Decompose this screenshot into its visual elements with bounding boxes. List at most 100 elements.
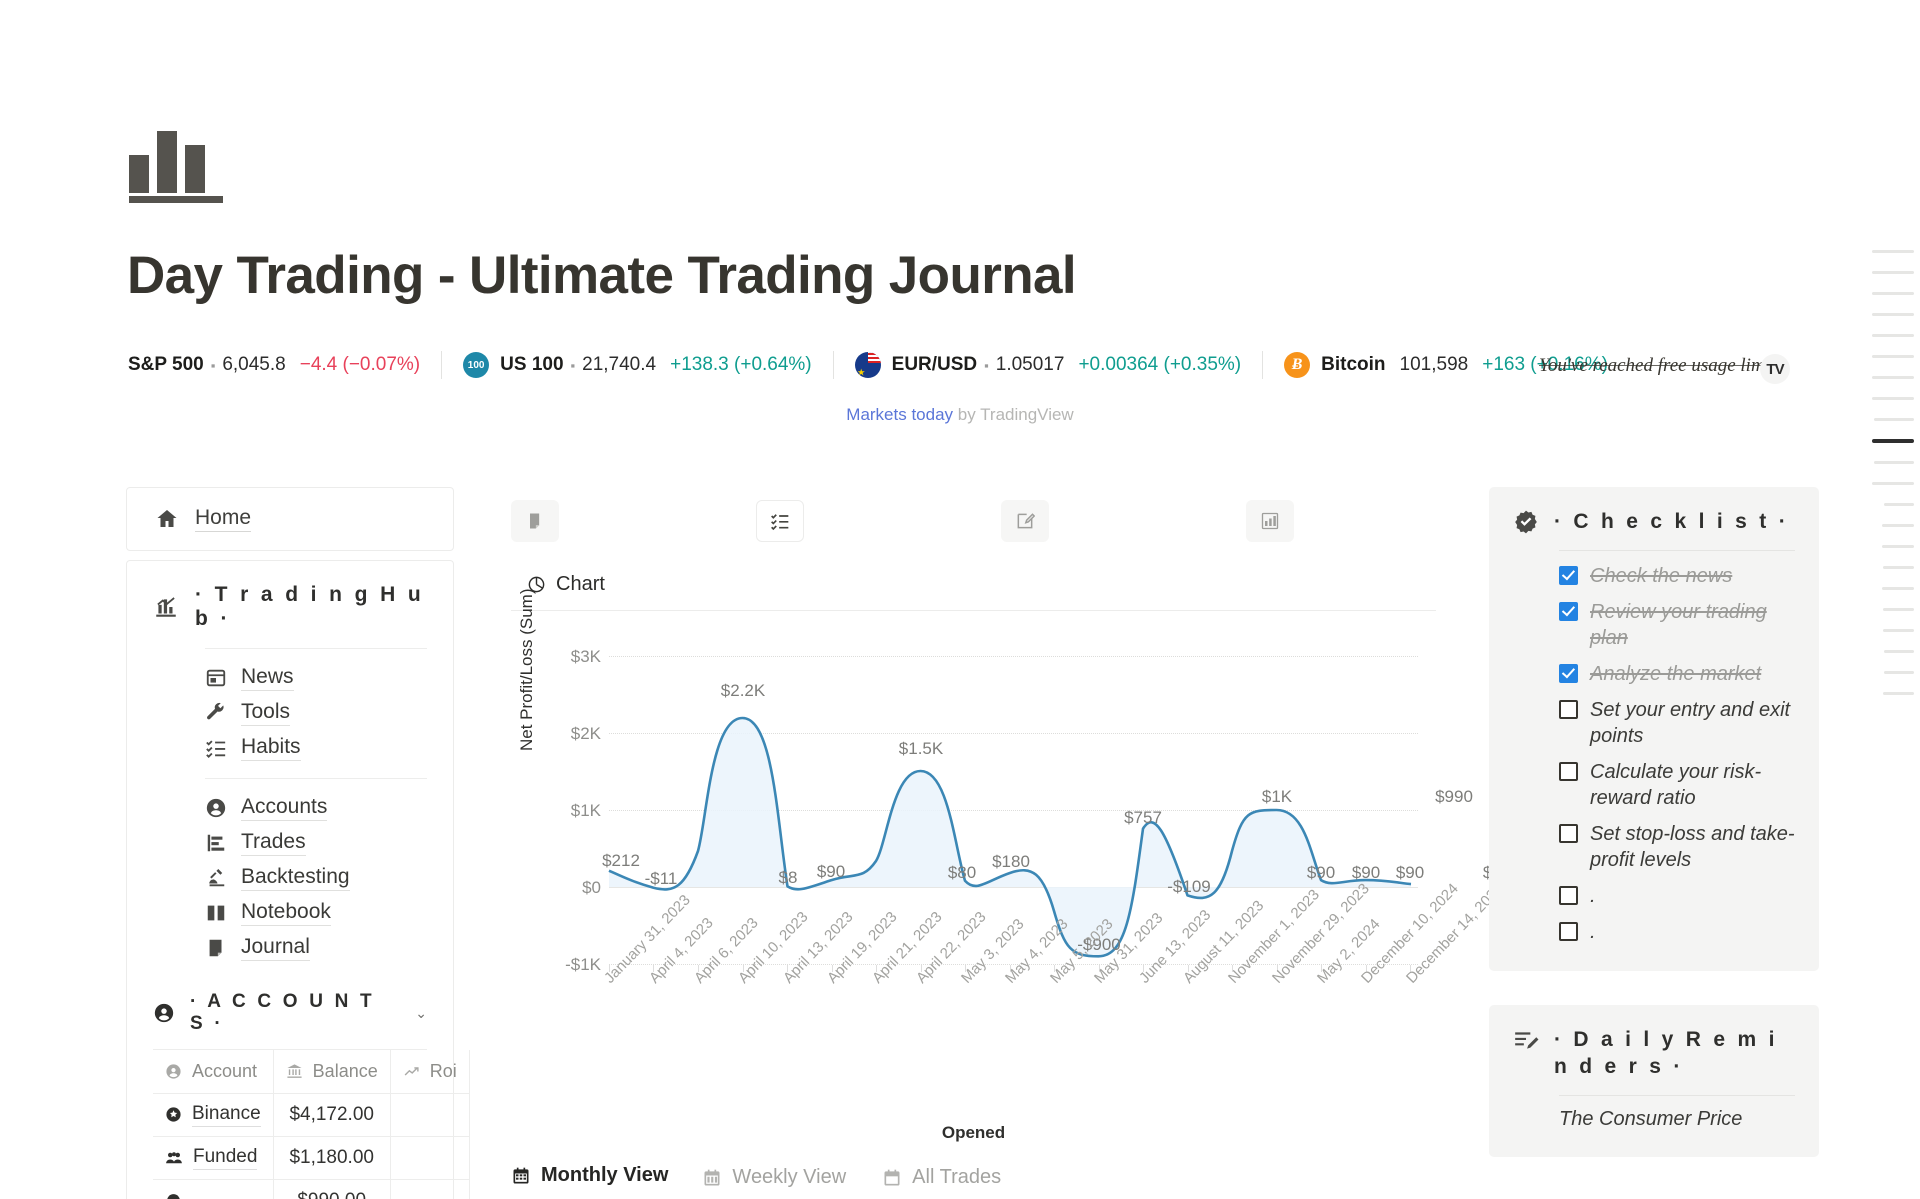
checkbox-unchecked-icon[interactable] xyxy=(1559,823,1578,843)
column-label: Roi xyxy=(429,1060,457,1081)
checkbox-unchecked-icon[interactable] xyxy=(1559,921,1578,941)
cell-balance[interactable]: $1,180.00 xyxy=(273,1136,391,1180)
sidebar-item-accounts[interactable]: Accounts xyxy=(205,795,427,821)
sidebar-item-journal[interactable]: Journal xyxy=(205,935,427,961)
trading-hub-card: · T r a d i n g H u b · News Tools xyxy=(126,560,470,1199)
cell-balance[interactable]: $4,172.00 xyxy=(273,1093,391,1137)
tradingview-badge[interactable]: TV xyxy=(1760,354,1790,384)
calendar-month-icon xyxy=(511,1166,531,1186)
divider xyxy=(441,351,443,379)
checklist-item[interactable]: Set your entry and exit points xyxy=(1559,697,1795,749)
checklist-items: Check the news Review your trading plan … xyxy=(1559,563,1795,945)
cell-roi[interactable] xyxy=(390,1093,470,1137)
checklist-item-label: Review your trading plan xyxy=(1590,600,1767,649)
checklist-item-label: . xyxy=(1590,920,1596,943)
reminders-title: · D a i l y R e m i n d e r s · xyxy=(1554,1027,1778,1078)
series-line xyxy=(608,716,1412,958)
sidebar-item-label: Journal xyxy=(241,935,310,961)
table-row[interactable]: $990.00 xyxy=(153,1179,470,1199)
chevron-down-icon[interactable]: ⌄ xyxy=(415,1004,427,1021)
table-row[interactable]: Binance $4,172.00 xyxy=(153,1093,470,1137)
checklist-item[interactable]: Review your trading plan xyxy=(1559,599,1795,651)
usage-limit-warning: You've reached free usage limit ! xyxy=(1539,355,1787,376)
hub-nav-group-2: Accounts Trades Backtesting xyxy=(205,795,427,961)
data-label: $1K xyxy=(1261,787,1293,806)
checkbox-unchecked-icon[interactable] xyxy=(1559,699,1578,719)
markets-today-link[interactable]: Markets today xyxy=(846,405,954,424)
cell-roi[interactable] xyxy=(390,1136,470,1180)
checkbox-unchecked-icon[interactable] xyxy=(1559,761,1578,781)
edit-note-button[interactable] xyxy=(1001,500,1049,542)
checklist-item-label: Check the news xyxy=(1590,564,1733,587)
checklist-item-label: Set stop-loss and take-profit levels xyxy=(1590,822,1795,871)
sidebar-item-backtesting[interactable]: Backtesting xyxy=(205,865,427,891)
ticker-change: +0.00364 (+0.35%) xyxy=(1078,354,1242,375)
home-icon xyxy=(155,507,179,531)
data-label: $90 xyxy=(1395,863,1425,882)
us100-logo: 100 xyxy=(463,352,490,378)
checklist-item[interactable]: . xyxy=(1559,883,1795,909)
cell-account[interactable]: Funded xyxy=(153,1136,274,1180)
data-label: $90 xyxy=(1306,863,1336,882)
tab-chart[interactable]: Chart xyxy=(511,565,1436,610)
user-circle-icon xyxy=(153,1002,175,1024)
left-sidebar: Home · T r a d i n g H u b · xyxy=(126,487,470,1199)
checkbox-checked-icon[interactable] xyxy=(1559,663,1578,683)
edit-note-icon xyxy=(1513,1027,1539,1053)
checklist-item[interactable]: Calculate your risk-reward ratio xyxy=(1559,759,1795,811)
chart-bars-icon xyxy=(1260,511,1280,531)
y-tick-label: $2K xyxy=(570,724,601,743)
ticker-item-bitcoin[interactable]: Ƀ Bitcoin 101,598 +163 (+0.16%) xyxy=(1284,348,1608,382)
cell-roi[interactable] xyxy=(390,1179,470,1199)
sidebar-item-tools[interactable]: Tools xyxy=(205,700,427,726)
tab-all-trades[interactable]: All Trades xyxy=(882,1166,1021,1199)
accounts-title: · A C C O U N T S · xyxy=(190,991,375,1034)
ticker-item-us100[interactable]: 100 US 100 ▪ 21,740.4 +138.3 (+0.64%) xyxy=(463,348,812,382)
market-ticker-bar[interactable]: S&P 500 ▪ 6,045.8 −4.4 (−0.07%) 100 US 1… xyxy=(128,348,1608,382)
ticker-item-sp500[interactable]: S&P 500 ▪ 6,045.8 −4.4 (−0.07%) xyxy=(128,348,420,382)
net-profit-loss-chart: Net Profit/Loss (Sum) $3K $2K $1K $0 -$1… xyxy=(511,589,1598,1171)
cell-account[interactable] xyxy=(153,1179,274,1199)
attribution-suffix: by TradingView xyxy=(957,405,1074,424)
trading-hub-title: · T r a d i n g H u b · xyxy=(195,583,425,630)
checkbox-checked-icon[interactable] xyxy=(1559,601,1578,621)
journal-page-button[interactable] xyxy=(511,500,559,542)
checklist-item[interactable]: . xyxy=(1559,919,1795,945)
journal-icon xyxy=(205,937,227,959)
column-header-balance[interactable]: Balance xyxy=(273,1050,391,1094)
daily-reminders-panel: · D a i l y R e m i n d e r s · The Cons… xyxy=(1489,1004,1819,1157)
checkbox-unchecked-icon[interactable] xyxy=(1559,885,1578,905)
checklist-item[interactable]: Analyze the market xyxy=(1559,661,1795,687)
bank-icon xyxy=(286,1063,303,1080)
tradingview-attribution[interactable]: Markets today by TradingView xyxy=(0,405,1920,425)
cell-balance[interactable]: $990.00 xyxy=(273,1179,391,1199)
view-toolbar xyxy=(511,500,1436,548)
chart-tab-bar: Chart xyxy=(511,565,1436,611)
ticker-item-eurusd[interactable]: EUR/USD ▪ 1.05017 +0.00364 (+0.35%) xyxy=(854,348,1242,382)
checklist-item[interactable]: Check the news xyxy=(1559,563,1795,589)
chart-view-button[interactable] xyxy=(1246,500,1294,542)
sidebar-item-notebook[interactable]: Notebook xyxy=(205,900,427,926)
ticker-price: 1.05017 xyxy=(995,354,1065,375)
tab-weekly-view[interactable]: Weekly View xyxy=(702,1166,866,1199)
column-header-account[interactable]: Account xyxy=(153,1050,274,1094)
cell-account[interactable]: Binance xyxy=(153,1093,274,1137)
tab-monthly-view[interactable]: Monthly View xyxy=(511,1164,686,1199)
checklist-item[interactable]: Set stop-loss and take-profit levels xyxy=(1559,821,1795,873)
data-label: $212 xyxy=(602,851,640,870)
column-header-roi[interactable]: Roi xyxy=(390,1050,470,1094)
accounts-section-header[interactable]: · A C C O U N T S · ⌄ xyxy=(153,991,427,1050)
table-row[interactable]: Funded $1,180.00 xyxy=(153,1136,470,1180)
sidebar-item-trades[interactable]: Trades xyxy=(205,830,427,856)
sidebar-item-home[interactable]: Home xyxy=(126,487,454,551)
checklist-view-button[interactable] xyxy=(756,500,804,542)
sidebar-item-habits[interactable]: Habits xyxy=(205,735,427,761)
sidebar-item-news[interactable]: News xyxy=(205,665,427,691)
ticker-symbol: Bitcoin xyxy=(1321,354,1386,375)
verified-check-icon xyxy=(1513,509,1539,535)
page-minimap[interactable] xyxy=(1868,250,1914,713)
checklist-icon xyxy=(770,511,790,531)
page-title: Day Trading - Ultimate Trading Journal xyxy=(127,246,1077,305)
checkbox-checked-icon[interactable] xyxy=(1559,565,1578,585)
main-content: Chart Net Profit/Loss (Sum) $3K $2K $1K … xyxy=(511,500,1598,1171)
